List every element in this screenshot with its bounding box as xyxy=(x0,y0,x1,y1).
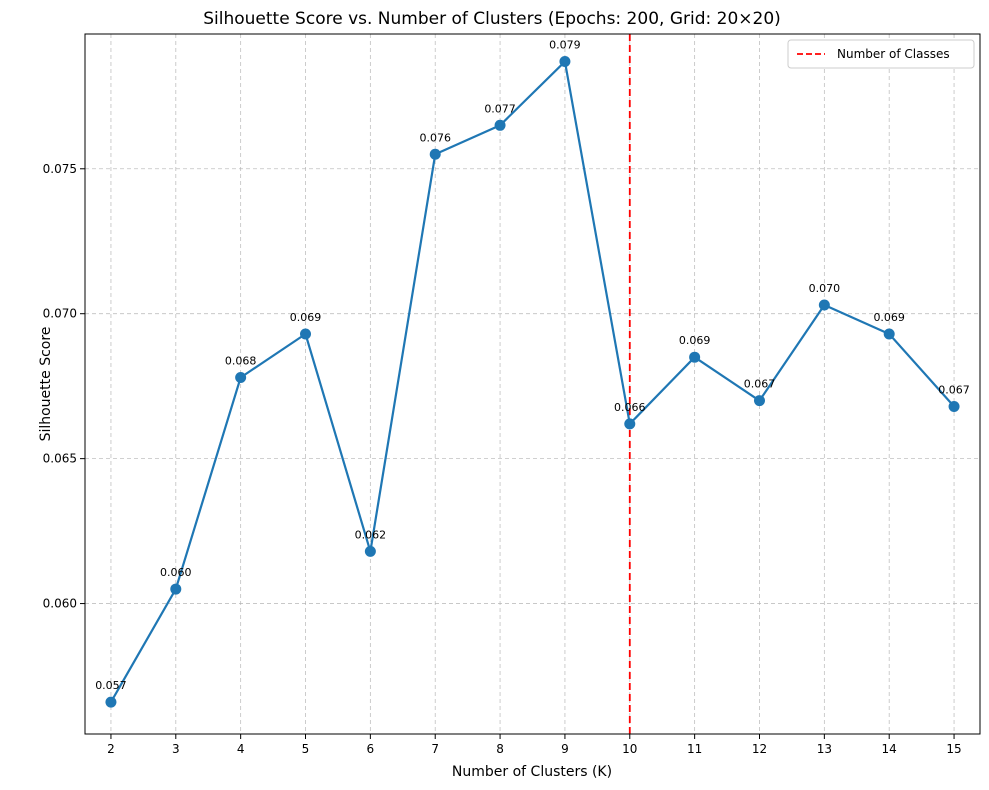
data-point xyxy=(300,328,312,340)
data-label: 0.069 xyxy=(679,334,711,347)
x-tick-label: 15 xyxy=(946,742,961,756)
x-tick-label: 9 xyxy=(561,742,569,756)
data-point xyxy=(753,395,765,407)
data-label: 0.077 xyxy=(484,102,516,115)
grid-layer xyxy=(85,34,980,734)
data-label: 0.062 xyxy=(355,528,387,541)
data-point xyxy=(883,328,895,340)
x-tick-label: 12 xyxy=(752,742,767,756)
x-tick-label: 4 xyxy=(237,742,245,756)
data-point xyxy=(689,351,701,363)
y-tick-label: 0.075 xyxy=(43,162,77,176)
y-tick-label: 0.065 xyxy=(43,452,77,466)
data-label-layer: 0.057 0.060 0.068 0.069 0.062 0.076 0.077 0.079… xyxy=(95,39,970,693)
data-point xyxy=(170,583,182,595)
series-layer xyxy=(105,56,960,708)
legend-box xyxy=(787,39,975,69)
x-tick-label: 8 xyxy=(496,742,504,756)
data-label: 0.068 xyxy=(225,354,257,367)
data-label: 0.076 xyxy=(419,131,451,144)
x-tick-label: 13 xyxy=(817,742,832,756)
data-point xyxy=(948,400,960,412)
x-tick-layer: 2 3 4 5 6 7 8 9 10 11 12 13 14 15 xyxy=(107,734,962,756)
data-label: 0.069 xyxy=(290,311,322,324)
x-tick-label: 3 xyxy=(172,742,180,756)
x-tick-label: 10 xyxy=(622,742,637,756)
y-tick-label: 0.060 xyxy=(43,597,77,611)
data-point xyxy=(429,148,441,160)
y-tick-layer: 0.060 0.065 0.070 0.075 xyxy=(43,162,85,611)
data-label: 0.070 xyxy=(809,282,841,295)
x-tick-label: 11 xyxy=(687,742,702,756)
data-label: 0.066 xyxy=(614,401,646,414)
data-label: 0.069 xyxy=(873,311,905,324)
x-axis-label: Number of Clusters (K) xyxy=(452,764,612,780)
legend-label-number-of-classes: Number of Classes xyxy=(837,47,950,61)
data-label: 0.067 xyxy=(938,383,970,396)
data-point xyxy=(818,299,830,311)
y-axis-label: Silhouette Score xyxy=(38,327,54,442)
legend: Number of Classes xyxy=(787,39,975,69)
data-point xyxy=(494,119,506,131)
data-label: 0.057 xyxy=(95,679,127,692)
data-point xyxy=(559,56,571,68)
x-tick-label: 2 xyxy=(107,742,115,756)
data-label: 0.060 xyxy=(160,566,192,579)
chart-title: Silhouette Score vs. Number of Clusters … xyxy=(203,9,781,29)
data-point xyxy=(105,696,117,708)
series-line xyxy=(109,60,955,703)
data-point xyxy=(235,371,247,383)
data-label: 0.079 xyxy=(549,39,581,52)
data-point xyxy=(364,545,376,557)
plot-area-frame xyxy=(84,33,981,735)
data-point xyxy=(624,418,636,430)
x-tick-label: 14 xyxy=(882,742,897,756)
x-tick-label: 7 xyxy=(431,742,439,756)
x-tick-label: 6 xyxy=(367,742,375,756)
x-tick-label: 5 xyxy=(302,742,310,756)
data-label: 0.067 xyxy=(744,378,776,391)
y-tick-label: 0.070 xyxy=(43,307,77,321)
